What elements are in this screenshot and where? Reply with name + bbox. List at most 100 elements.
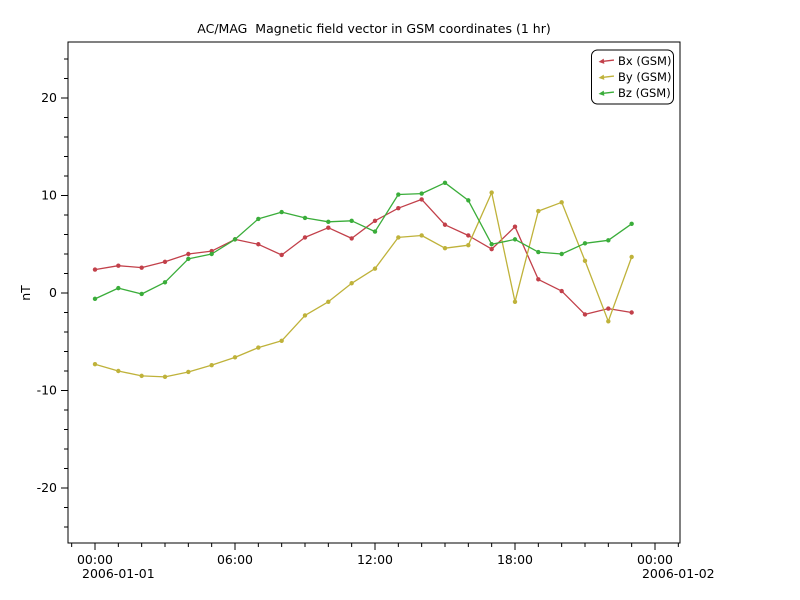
y-tick-label: 20 <box>41 90 57 105</box>
data-point <box>349 236 354 241</box>
data-point <box>489 246 494 252</box>
data-point <box>162 374 168 380</box>
y-tick-label: -10 <box>37 383 57 398</box>
data-point <box>302 235 308 240</box>
data-point <box>139 265 144 270</box>
data-point <box>629 254 634 260</box>
data-point <box>536 277 541 282</box>
data-point <box>442 180 448 186</box>
data-point <box>209 362 214 368</box>
data-point <box>606 319 611 324</box>
data-point <box>396 235 401 240</box>
data-point <box>629 310 634 315</box>
data-point <box>349 218 354 224</box>
data-point <box>162 280 168 285</box>
data-point <box>162 259 168 264</box>
data-point <box>489 190 494 195</box>
data-point <box>186 369 191 375</box>
data-point <box>582 312 588 317</box>
series-line-bx-gsm- <box>94 198 632 316</box>
data-point <box>232 355 238 360</box>
data-point <box>582 241 588 246</box>
data-point <box>279 338 284 343</box>
data-point <box>559 251 564 257</box>
data-point <box>279 209 284 215</box>
data-point <box>512 237 518 242</box>
data-point <box>466 243 471 248</box>
data-point <box>536 249 541 255</box>
x-tick-label: 00:00 <box>77 552 113 567</box>
legend-entry-label: Bz (GSM) <box>618 86 671 100</box>
x-tick-label: 06:00 <box>217 552 253 567</box>
data-point <box>139 291 144 297</box>
data-point <box>302 313 308 318</box>
x-tick-label: 18:00 <box>497 552 533 567</box>
data-point <box>186 251 191 257</box>
data-point <box>372 266 378 271</box>
legend-marker-icon <box>598 90 615 96</box>
x-date-label: 2006-01-01 <box>82 566 155 581</box>
y-tick-label: 10 <box>41 188 57 203</box>
data-point <box>489 242 494 247</box>
x-date-label: 2006-01-02 <box>642 566 715 581</box>
data-point <box>232 237 238 242</box>
data-point <box>582 258 588 264</box>
data-point <box>326 299 331 304</box>
data-point <box>419 191 424 196</box>
y-tick-label: 0 <box>49 285 57 300</box>
data-point <box>396 192 401 197</box>
data-point <box>606 238 611 243</box>
legend-entry-label: By (GSM) <box>618 70 671 84</box>
data-point <box>396 205 401 211</box>
data-point <box>256 242 261 247</box>
data-point <box>419 197 424 202</box>
data-point <box>92 267 98 272</box>
data-point <box>92 296 98 302</box>
data-point <box>256 345 261 350</box>
data-point <box>442 245 448 251</box>
data-point <box>606 306 611 311</box>
data-point <box>629 221 634 226</box>
data-point <box>559 288 564 294</box>
data-point <box>419 233 424 238</box>
data-point <box>512 224 518 229</box>
x-tick-label: 00:00 <box>637 552 673 567</box>
legend-marker-icon <box>598 74 615 80</box>
y-tick-label: -20 <box>37 480 57 495</box>
data-point <box>466 233 471 238</box>
data-point <box>116 263 121 268</box>
data-point <box>186 256 191 262</box>
data-series <box>92 180 634 380</box>
data-point <box>139 373 144 379</box>
plot-frame <box>67 41 681 544</box>
data-point <box>302 215 308 221</box>
data-point <box>116 368 121 374</box>
x-tick-label: 12:00 <box>357 552 393 567</box>
data-point <box>326 219 331 225</box>
data-point <box>512 299 518 304</box>
data-point <box>349 281 354 286</box>
data-point <box>559 200 564 205</box>
legend: Bx (GSM) By (GSM) Bz (GSM) <box>591 49 674 105</box>
legend-box <box>591 49 674 105</box>
chart-title: AC/MAG Magnetic field vector in GSM coor… <box>197 21 550 36</box>
plot-border <box>67 41 681 544</box>
series-line-bz-gsm- <box>94 182 633 300</box>
data-point <box>536 208 541 214</box>
data-point <box>326 225 331 230</box>
data-point <box>372 229 378 234</box>
legend-marker-icon <box>598 58 615 64</box>
data-point <box>466 198 471 203</box>
data-point <box>279 252 284 258</box>
data-point <box>256 216 261 222</box>
series-line-by-gsm- <box>94 191 633 378</box>
data-point <box>442 222 448 227</box>
legend-entry-label: Bx (GSM) <box>618 54 671 68</box>
data-point <box>372 218 378 224</box>
data-point <box>116 285 121 291</box>
data-point <box>92 361 98 367</box>
y-axis-label: nT <box>18 285 33 301</box>
